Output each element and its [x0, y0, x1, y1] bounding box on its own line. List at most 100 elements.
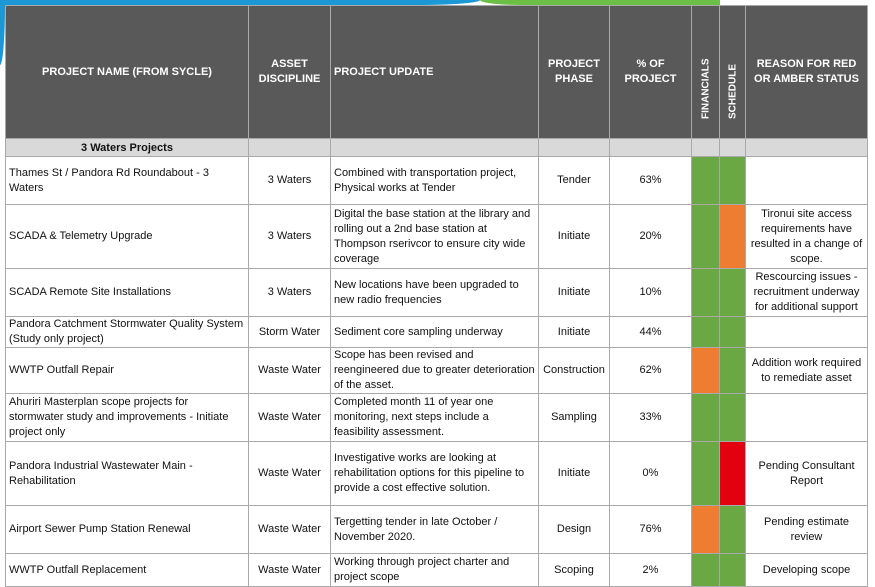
project-update-cell: Investigative works are looking at rehab…: [330, 441, 539, 506]
financials-status-cell: [691, 393, 720, 442]
project-name-cell: WWTP Outfall Replacement: [5, 553, 249, 587]
col-header-financials-label: FINANCIALS: [700, 58, 711, 119]
group-cell: [719, 138, 746, 157]
asset-discipline-cell: 3 Waters: [248, 204, 331, 269]
table-row: Ahuriri Masterplan scope projects for st…: [5, 393, 868, 442]
financials-status-cell: [691, 268, 720, 317]
project-phase-cell: Initiate: [538, 204, 610, 269]
col-header-project-update: PROJECT UPDATE: [330, 5, 539, 139]
reason-cell: [745, 316, 868, 348]
table-row: SCADA Remote Site Installations 3 Waters N…: [5, 268, 868, 317]
schedule-status-cell: [719, 268, 746, 317]
group-cell: [538, 138, 610, 157]
top-green-stripe: [480, 0, 720, 5]
table-row: Thames St / Pandora Rd Roundabout - 3 Wa…: [5, 156, 868, 205]
project-name-cell: Pandora Catchment Stormwater Quality Sys…: [5, 316, 249, 348]
header-row: PROJECT NAME (FROM SYCLE) ASSET DISCIPLI…: [5, 5, 868, 139]
financials-status-cell: [691, 204, 720, 269]
percent-cell: 33%: [609, 393, 692, 442]
percent-cell: 44%: [609, 316, 692, 348]
project-name-cell: Airport Sewer Pump Station Renewal: [5, 505, 249, 554]
financials-status-cell: [691, 505, 720, 554]
project-phase-cell: Sampling: [538, 393, 610, 442]
project-update-cell: Sediment core sampling underway: [330, 316, 539, 348]
col-header-schedule: SCHEDULE: [719, 5, 746, 139]
col-header-percent: % OF PROJECT: [609, 5, 692, 139]
schedule-status-cell: [719, 156, 746, 205]
table-row: Airport Sewer Pump Station Renewal Waste …: [5, 505, 868, 554]
group-cell: [609, 138, 692, 157]
project-phase-cell: Initiate: [538, 268, 610, 317]
financials-status-cell: [691, 553, 720, 587]
group-row: 3 Waters Projects: [5, 138, 868, 157]
asset-discipline-cell: Waste Water: [248, 553, 331, 587]
financials-status-cell: [691, 156, 720, 205]
financials-status-cell: [691, 316, 720, 348]
financials-status-cell: [691, 441, 720, 506]
asset-discipline-cell: Storm Water: [248, 316, 331, 348]
percent-cell: 62%: [609, 347, 692, 394]
table-row: Pandora Industrial Wastewater Main - Reh…: [5, 441, 868, 506]
schedule-status-cell: [719, 505, 746, 554]
table-row: WWTP Outfall Repair Waste Water Scope has …: [5, 347, 868, 394]
schedule-status-cell: [719, 393, 746, 442]
table-row: Pandora Catchment Stormwater Quality Sys…: [5, 316, 868, 348]
reason-cell: [745, 156, 868, 205]
project-name-cell: Thames St / Pandora Rd Roundabout - 3 Wa…: [5, 156, 249, 205]
percent-cell: 20%: [609, 204, 692, 269]
group-cell: [691, 138, 720, 157]
group-cell: [745, 138, 868, 157]
asset-discipline-cell: 3 Waters: [248, 156, 331, 205]
col-header-asset-discipline: ASSET DISCIPLINE: [248, 5, 331, 139]
project-name-cell: SCADA & Telemetry Upgrade: [5, 204, 249, 269]
percent-cell: 10%: [609, 268, 692, 317]
project-update-cell: Tergetting tender in late October / Nove…: [330, 505, 539, 554]
financials-status-cell: [691, 347, 720, 394]
reason-cell: [745, 393, 868, 442]
project-update-cell: Digital the base station at the library …: [330, 204, 539, 269]
project-name-cell: WWTP Outfall Repair: [5, 347, 249, 394]
schedule-status-cell: [719, 553, 746, 587]
reason-cell: Pending estimate review: [745, 505, 868, 554]
top-decoration: [0, 0, 875, 5]
table-row: SCADA & Telemetry Upgrade 3 Waters Digital…: [5, 204, 868, 269]
project-name-cell: Ahuriri Masterplan scope projects for st…: [5, 393, 249, 442]
project-phase-cell: Scoping: [538, 553, 610, 587]
reason-cell: Pending Consultant Report: [745, 441, 868, 506]
project-phase-cell: Construction: [538, 347, 610, 394]
asset-discipline-cell: 3 Waters: [248, 268, 331, 317]
project-name-cell: Pandora Industrial Wastewater Main - Reh…: [5, 441, 249, 506]
percent-cell: 2%: [609, 553, 692, 587]
project-update-cell: Completed month 11 of year one monitorin…: [330, 393, 539, 442]
col-header-schedule-label: SCHEDULE: [727, 63, 738, 119]
project-update-cell: New locations have been upgraded to new …: [330, 268, 539, 317]
reason-cell: Rescourcing issues - recruitment underwa…: [745, 268, 868, 317]
col-header-financials: FINANCIALS: [691, 5, 720, 139]
reason-cell: Developing scope: [745, 553, 868, 587]
project-status-table: PROJECT NAME (FROM SYCLE) ASSET DISCIPLI…: [5, 5, 868, 587]
group-cell: [248, 138, 331, 157]
col-header-reason: REASON FOR RED OR AMBER STATUS: [745, 5, 868, 139]
schedule-status-cell: [719, 316, 746, 348]
project-phase-cell: Initiate: [538, 316, 610, 348]
group-label: 3 Waters Projects: [5, 138, 249, 157]
schedule-status-cell: [719, 441, 746, 506]
top-blue-stripe: [0, 0, 480, 5]
reason-cell: Tironui site access requirements have re…: [745, 204, 868, 269]
project-update-cell: Scope has been revised and reengineered …: [330, 347, 539, 394]
percent-cell: 76%: [609, 505, 692, 554]
percent-cell: 63%: [609, 156, 692, 205]
project-phase-cell: Tender: [538, 156, 610, 205]
reason-cell: Addition work required to remediate asse…: [745, 347, 868, 394]
col-header-project-name: PROJECT NAME (FROM SYCLE): [5, 5, 249, 139]
percent-cell: 0%: [609, 441, 692, 506]
asset-discipline-cell: Waste Water: [248, 441, 331, 506]
asset-discipline-cell: Waste Water: [248, 505, 331, 554]
project-phase-cell: Initiate: [538, 441, 610, 506]
schedule-status-cell: [719, 204, 746, 269]
project-name-cell: SCADA Remote Site Installations: [5, 268, 249, 317]
asset-discipline-cell: Waste Water: [248, 393, 331, 442]
project-phase-cell: Design: [538, 505, 610, 554]
schedule-status-cell: [719, 347, 746, 394]
asset-discipline-cell: Waste Water: [248, 347, 331, 394]
